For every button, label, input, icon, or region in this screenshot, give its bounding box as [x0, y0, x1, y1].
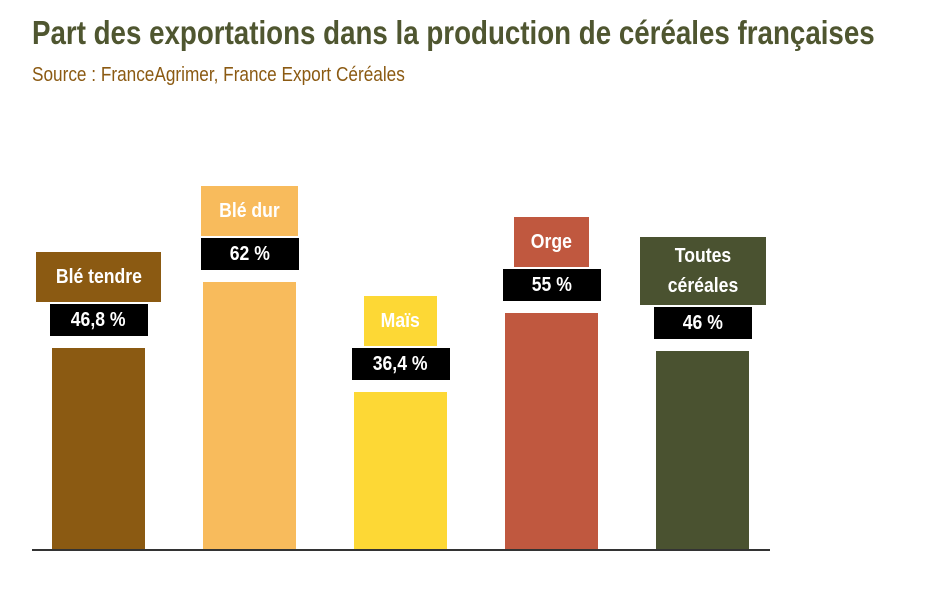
category-label: Orge	[514, 216, 589, 267]
value-label: 46,8 %	[49, 303, 148, 336]
category-label: Toutes céréales	[639, 237, 766, 306]
bar	[505, 312, 598, 549]
chart-title: Part des exportations dans la production…	[32, 14, 875, 51]
bar-group: Orge 55 %	[476, 110, 627, 549]
bar	[203, 282, 296, 549]
bar-group: Maïs 36,4 %	[325, 110, 476, 549]
category-label: Blé tendre	[35, 251, 162, 302]
x-axis-line	[32, 549, 770, 551]
plot-area: Blé tendre 46,8 % Blé dur 62 % Maïs 36,4 % Org…	[23, 110, 783, 549]
value-label-text: 46,8 %	[71, 308, 126, 331]
chart-source: Source : FranceAgrimer, France Export Cé…	[32, 64, 405, 86]
value-label: 55 %	[502, 268, 601, 301]
value-label-text: 62 %	[229, 243, 270, 266]
category-label-text: Blé tendre	[55, 265, 142, 288]
category-label-text: Blé dur	[219, 200, 280, 223]
value-label-text: 36,4 %	[373, 353, 428, 376]
value-label-text: 55 %	[531, 273, 572, 296]
category-label: Maïs	[364, 296, 437, 347]
category-label-text: Toutes céréales	[667, 245, 738, 298]
value-label: 62 %	[200, 238, 299, 271]
value-label: 46 %	[653, 307, 752, 340]
bar-group: Blé dur 62 %	[174, 110, 325, 549]
bar	[52, 347, 145, 549]
value-label: 36,4 %	[351, 348, 450, 381]
value-label-text: 46 %	[682, 312, 723, 335]
category-label-text: Maïs	[380, 310, 421, 333]
bar-group: Toutes céréales 46 %	[627, 110, 778, 549]
category-label: Blé dur	[201, 186, 298, 237]
bar	[354, 392, 447, 549]
bar	[656, 351, 749, 549]
category-label-text: Orge	[530, 230, 573, 253]
bar-group: Blé tendre 46,8 %	[23, 110, 174, 549]
